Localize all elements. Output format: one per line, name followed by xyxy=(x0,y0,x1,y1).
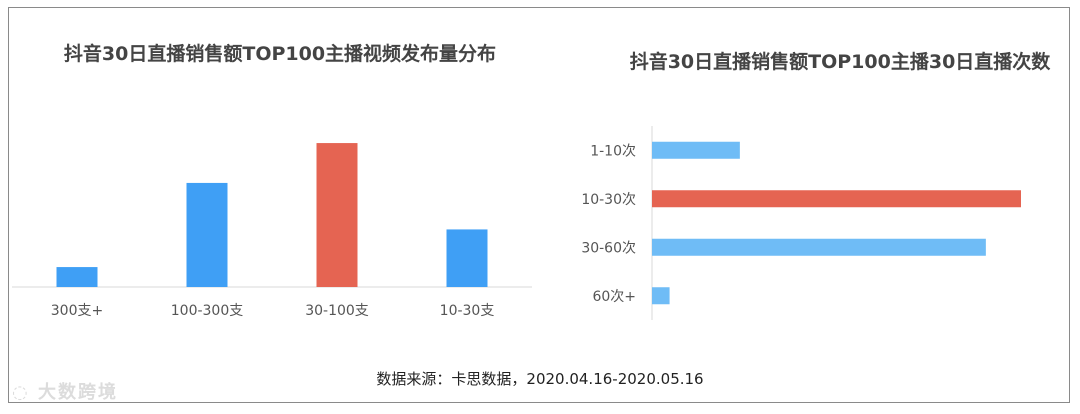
right-bar xyxy=(652,141,740,159)
right-tick-label: 1-10次 xyxy=(590,143,636,159)
chart-frame xyxy=(8,7,1070,403)
left-tick-label: 100-300支 xyxy=(171,303,244,319)
left-tick-label: 30-100支 xyxy=(305,303,369,319)
left-bar xyxy=(316,143,358,287)
left-bar xyxy=(186,182,228,287)
left-chart-title: 抖音30日直播销售额TOP100主播视频发布量分布 xyxy=(63,43,497,65)
left-tick-label: 10-30支 xyxy=(440,303,495,319)
left-tick-label: 300支+ xyxy=(51,303,103,319)
right-tick-label: 30-60次 xyxy=(581,240,636,256)
right-bar xyxy=(652,287,670,305)
right-chart-title: 抖音30日直播销售额TOP100主播30日直播次数 xyxy=(629,51,1051,73)
right-tick-label: 10-30次 xyxy=(581,192,636,208)
right-tick-label: 60次+ xyxy=(592,289,636,305)
right-bar xyxy=(652,238,986,256)
left-bar xyxy=(446,229,488,287)
data-source-note: 数据来源：卡思数据，2020.04.16-2020.05.16 xyxy=(376,370,704,388)
watermark-logo: ◌ 大数跨境 xyxy=(12,382,118,403)
left-bar xyxy=(56,267,98,287)
right-bar xyxy=(652,190,1021,208)
